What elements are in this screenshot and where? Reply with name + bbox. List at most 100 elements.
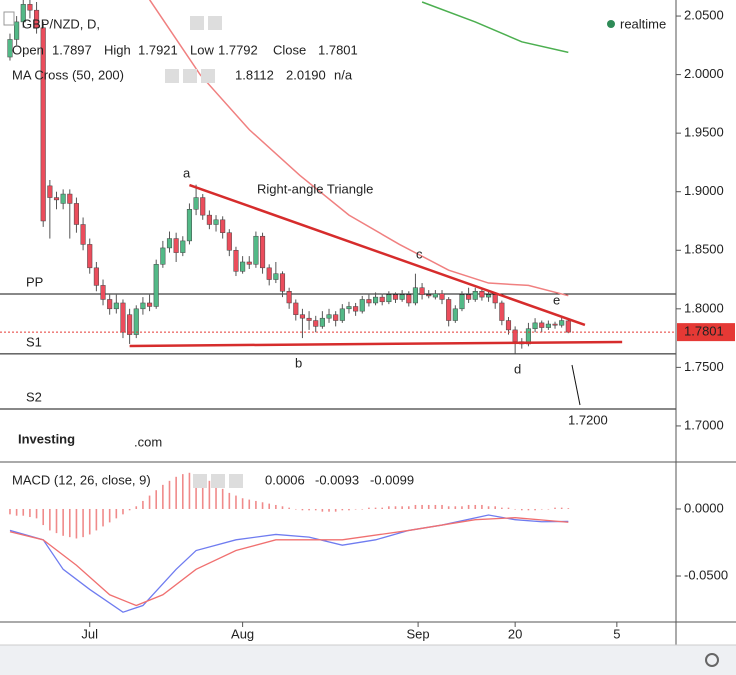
histogram-bar [248,499,251,509]
candle-body [545,323,551,328]
candle-body [333,314,339,321]
icon[interactable] [193,474,207,488]
histogram-bar [155,490,158,509]
histogram-bar [334,508,337,512]
candle-body [47,185,53,198]
macd-line [9,517,569,607]
histogram-bar [394,506,397,509]
histogram-bar [567,508,570,509]
histogram-bar [142,500,144,509]
histogram-bar [255,500,257,509]
histogram-bar [281,506,284,509]
candle-body [160,247,166,265]
annotation-pointer [571,364,581,406]
histogram-bar [122,508,124,515]
watermark: .com [134,434,162,449]
histogram-bar [15,508,18,516]
candle-body [346,306,352,310]
annotation: Right-angle Triangle [257,181,373,196]
annotation: e [553,292,560,307]
histogram-bar [414,504,417,509]
y-tick-label: 2.0000 [684,66,724,81]
realtime-dot [607,20,615,28]
candle-body [166,238,173,249]
annotation: c [416,246,423,261]
histogram-bar [481,504,483,509]
candle-body [492,294,498,304]
y-tick-label: 1.7500 [684,359,724,374]
histogram-bar [507,507,510,509]
candle-body [532,322,538,329]
candle-body [20,4,26,23]
histogram-bar [494,506,497,509]
y-tick-label: 2.0500 [684,7,724,22]
candle-body [233,250,239,272]
histogram-bar [215,484,217,509]
candle-body [87,244,93,269]
candle-body [266,267,272,280]
icon[interactable] [229,474,243,488]
x-tick-label: Sep [407,626,430,641]
candle-body [419,287,425,296]
icon[interactable] [208,16,222,30]
icon[interactable] [165,69,179,83]
candle-body [34,9,40,29]
histogram-bar [29,508,31,518]
histogram-bar [135,506,138,509]
trendline [189,183,586,327]
candle-body [240,261,246,272]
candle-body [386,294,392,303]
candle-body [565,320,571,333]
histogram-bar [361,508,364,510]
candle-body [93,267,99,286]
histogram-bar [527,508,530,511]
candle-body [459,294,465,310]
histogram-bar [168,480,171,509]
candle-body [379,296,385,303]
histogram-bar [195,474,197,509]
candle-body [180,240,186,253]
candle-body [299,314,305,319]
histogram-bar [540,508,543,510]
icon[interactable] [183,69,197,83]
histogram-bar [75,508,78,539]
candle-body [27,4,33,11]
candle-body [559,320,565,326]
candle-body [539,322,545,328]
price-pane: PP S1 S2 [0,0,676,410]
icon[interactable] [190,16,204,30]
candle-body [366,299,372,304]
histogram-bar [514,508,516,510]
settings-icon[interactable] [705,653,719,667]
candle-body [499,302,505,321]
ma-title: MA Cross (50, 200) [12,67,124,82]
macd-pane [9,472,570,613]
histogram-bar [328,508,330,512]
candle-body [359,299,365,312]
candle-body [127,314,133,335]
candle-body [306,317,312,321]
histogram-bar [381,507,384,509]
candle-body [206,214,212,225]
candle-body [412,287,418,304]
histogram-bar [82,508,84,538]
histogram-bar [42,508,45,526]
histogram-bar [9,508,11,515]
histogram-bar [401,506,403,509]
histogram-bar [474,504,477,509]
ohlc-label: Open [12,42,44,57]
histogram-bar [534,508,536,511]
histogram-bar [175,476,177,509]
icon[interactable] [3,11,15,26]
candle-body [406,294,412,304]
histogram-bar [201,476,204,509]
symbol: GBP/NZD, D, [22,16,100,31]
icon[interactable] [211,474,225,488]
candle-body [80,224,86,245]
histogram-bar [560,507,563,509]
icon[interactable] [201,69,215,83]
candle-body [505,320,512,331]
histogram-bar [221,488,224,509]
